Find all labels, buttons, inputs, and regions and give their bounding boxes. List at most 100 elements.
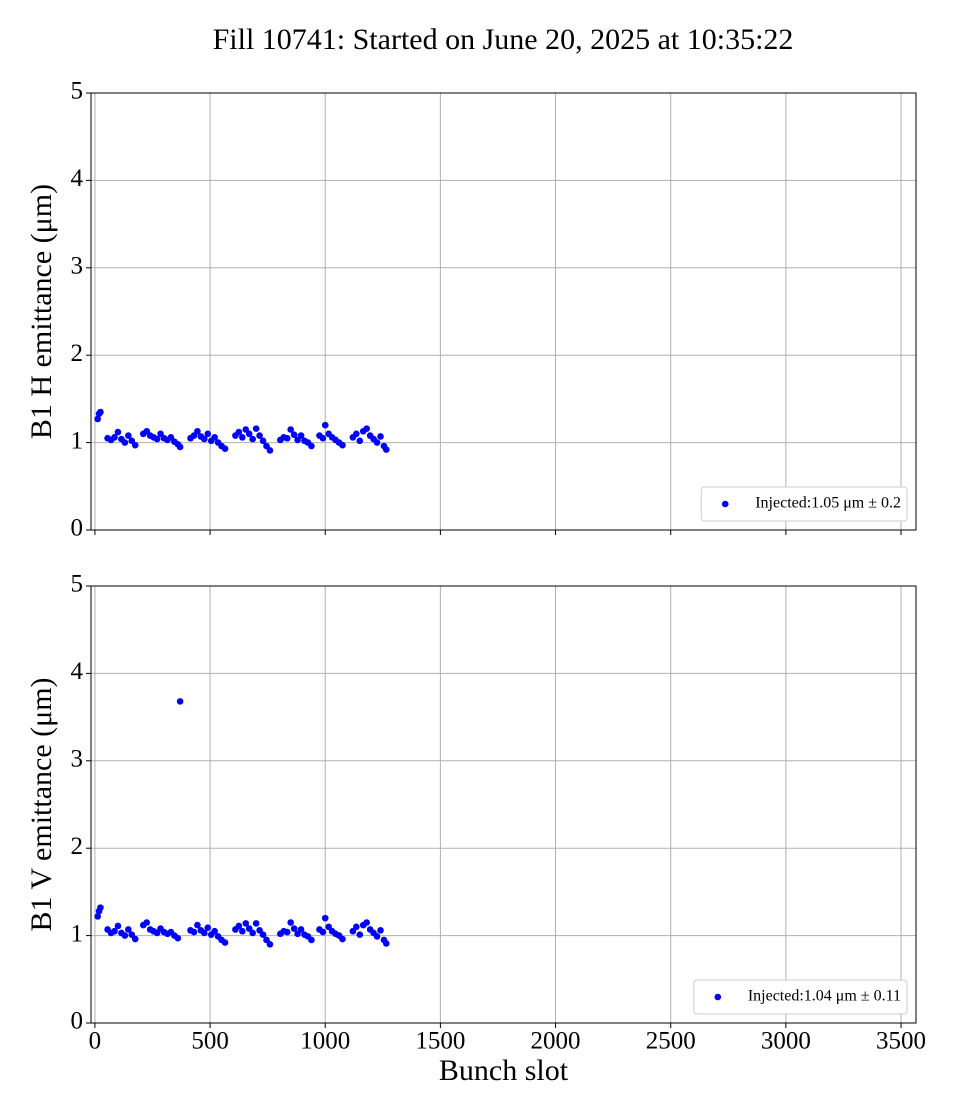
data-point (382, 446, 390, 453)
x-tick-label: 3000 (761, 1028, 811, 1055)
legend-marker (721, 500, 729, 508)
data-point (266, 447, 274, 454)
x-tick-label: 1000 (300, 1028, 350, 1055)
data-point (377, 927, 384, 934)
data-point (252, 425, 260, 432)
data-point (287, 919, 294, 926)
data-point (308, 936, 315, 944)
data-point (321, 421, 329, 429)
data-point (259, 931, 267, 939)
data-point (308, 442, 315, 450)
data-point (239, 927, 246, 935)
data-point (319, 434, 327, 442)
legend: Injected:1.05 μm ± 0.2 (700, 486, 908, 522)
x-tick-label: 0 (89, 1028, 102, 1055)
data-point (125, 432, 132, 439)
data-point (111, 434, 118, 441)
y-tick-label: 3 (71, 253, 84, 280)
data-point (259, 437, 267, 445)
data-point (256, 432, 263, 439)
y-tick-label: 1 (71, 427, 84, 454)
data-point (204, 430, 212, 438)
y-tick-label: 5 (71, 571, 84, 598)
data-point (321, 914, 329, 922)
data-point (121, 932, 129, 939)
y-tick-label: 1 (71, 920, 84, 947)
data-point (190, 928, 198, 936)
data-point (339, 441, 346, 449)
data-point (131, 441, 139, 449)
x-tick-label: 1500 (415, 1028, 465, 1055)
data-point (194, 921, 201, 929)
x-tick-label: 3500 (876, 1028, 926, 1055)
data-point (153, 435, 161, 443)
data-point (266, 941, 274, 948)
y-tick-label: 0 (71, 515, 84, 542)
data-point (221, 445, 229, 453)
data-point (111, 927, 118, 935)
y-tick-label: 4 (71, 658, 84, 685)
y-axis-label: B1 H emittance (μm) (25, 184, 58, 439)
legend-box (700, 486, 908, 522)
data-point (194, 427, 201, 435)
x-tick-label: 500 (191, 1028, 229, 1055)
data-point (174, 934, 182, 942)
data-point (114, 428, 122, 436)
legend-label: Injected:1.04 μm ± 0.11 (748, 988, 901, 1005)
data-point (235, 428, 243, 436)
data-point (382, 940, 390, 947)
data-point (121, 439, 129, 446)
data-point (339, 935, 346, 943)
x-tick-label: 2000 (531, 1028, 581, 1055)
data-point (290, 431, 298, 439)
y-tick-label: 2 (71, 833, 84, 860)
data-point (114, 922, 122, 930)
data-point (373, 439, 381, 446)
data-point (245, 430, 253, 438)
data-point (373, 933, 381, 940)
legend-label: Injected:1.05 μm ± 0.2 (755, 495, 901, 512)
data-point (125, 926, 132, 933)
data-point (290, 925, 298, 932)
data-point (287, 426, 294, 433)
data-point (353, 923, 360, 931)
data-point (176, 443, 184, 451)
data-point (176, 698, 184, 705)
legend: Injected:1.04 μm ± 0.11 (693, 979, 908, 1015)
data-point (249, 929, 256, 937)
y-tick-label: 2 (71, 340, 84, 367)
data-point (201, 929, 208, 937)
data-point (201, 435, 208, 443)
plot-frame (90, 92, 917, 531)
data-point (356, 931, 364, 939)
data-point (94, 415, 101, 423)
x-tick-label: 2500 (646, 1028, 696, 1055)
y-tick-label: 0 (71, 1008, 84, 1035)
data-point (363, 919, 370, 926)
data-point (297, 926, 305, 933)
data-point (377, 433, 384, 440)
data-point (97, 408, 104, 416)
data-point (143, 919, 151, 926)
y-tick-label: 3 (71, 746, 84, 773)
y-axis-label: B1 V emittance (μm) (25, 677, 58, 931)
data-point (283, 434, 291, 442)
data-point (356, 437, 364, 445)
legend-box (693, 979, 908, 1015)
x-axis-label: Bunch slot (439, 1054, 569, 1087)
data-point (97, 904, 104, 911)
data-point (239, 434, 246, 441)
figure-title: Fill 10741: Started on June 20, 2025 at … (213, 23, 794, 56)
data-point (319, 928, 327, 936)
y-tick-label: 4 (71, 165, 84, 192)
data-point (252, 920, 260, 927)
legend-marker (714, 993, 722, 1001)
data-point (283, 928, 291, 936)
data-point (221, 939, 229, 946)
data-point (353, 430, 360, 438)
data-point (363, 425, 370, 432)
data-point (297, 432, 305, 439)
data-point (211, 434, 218, 441)
